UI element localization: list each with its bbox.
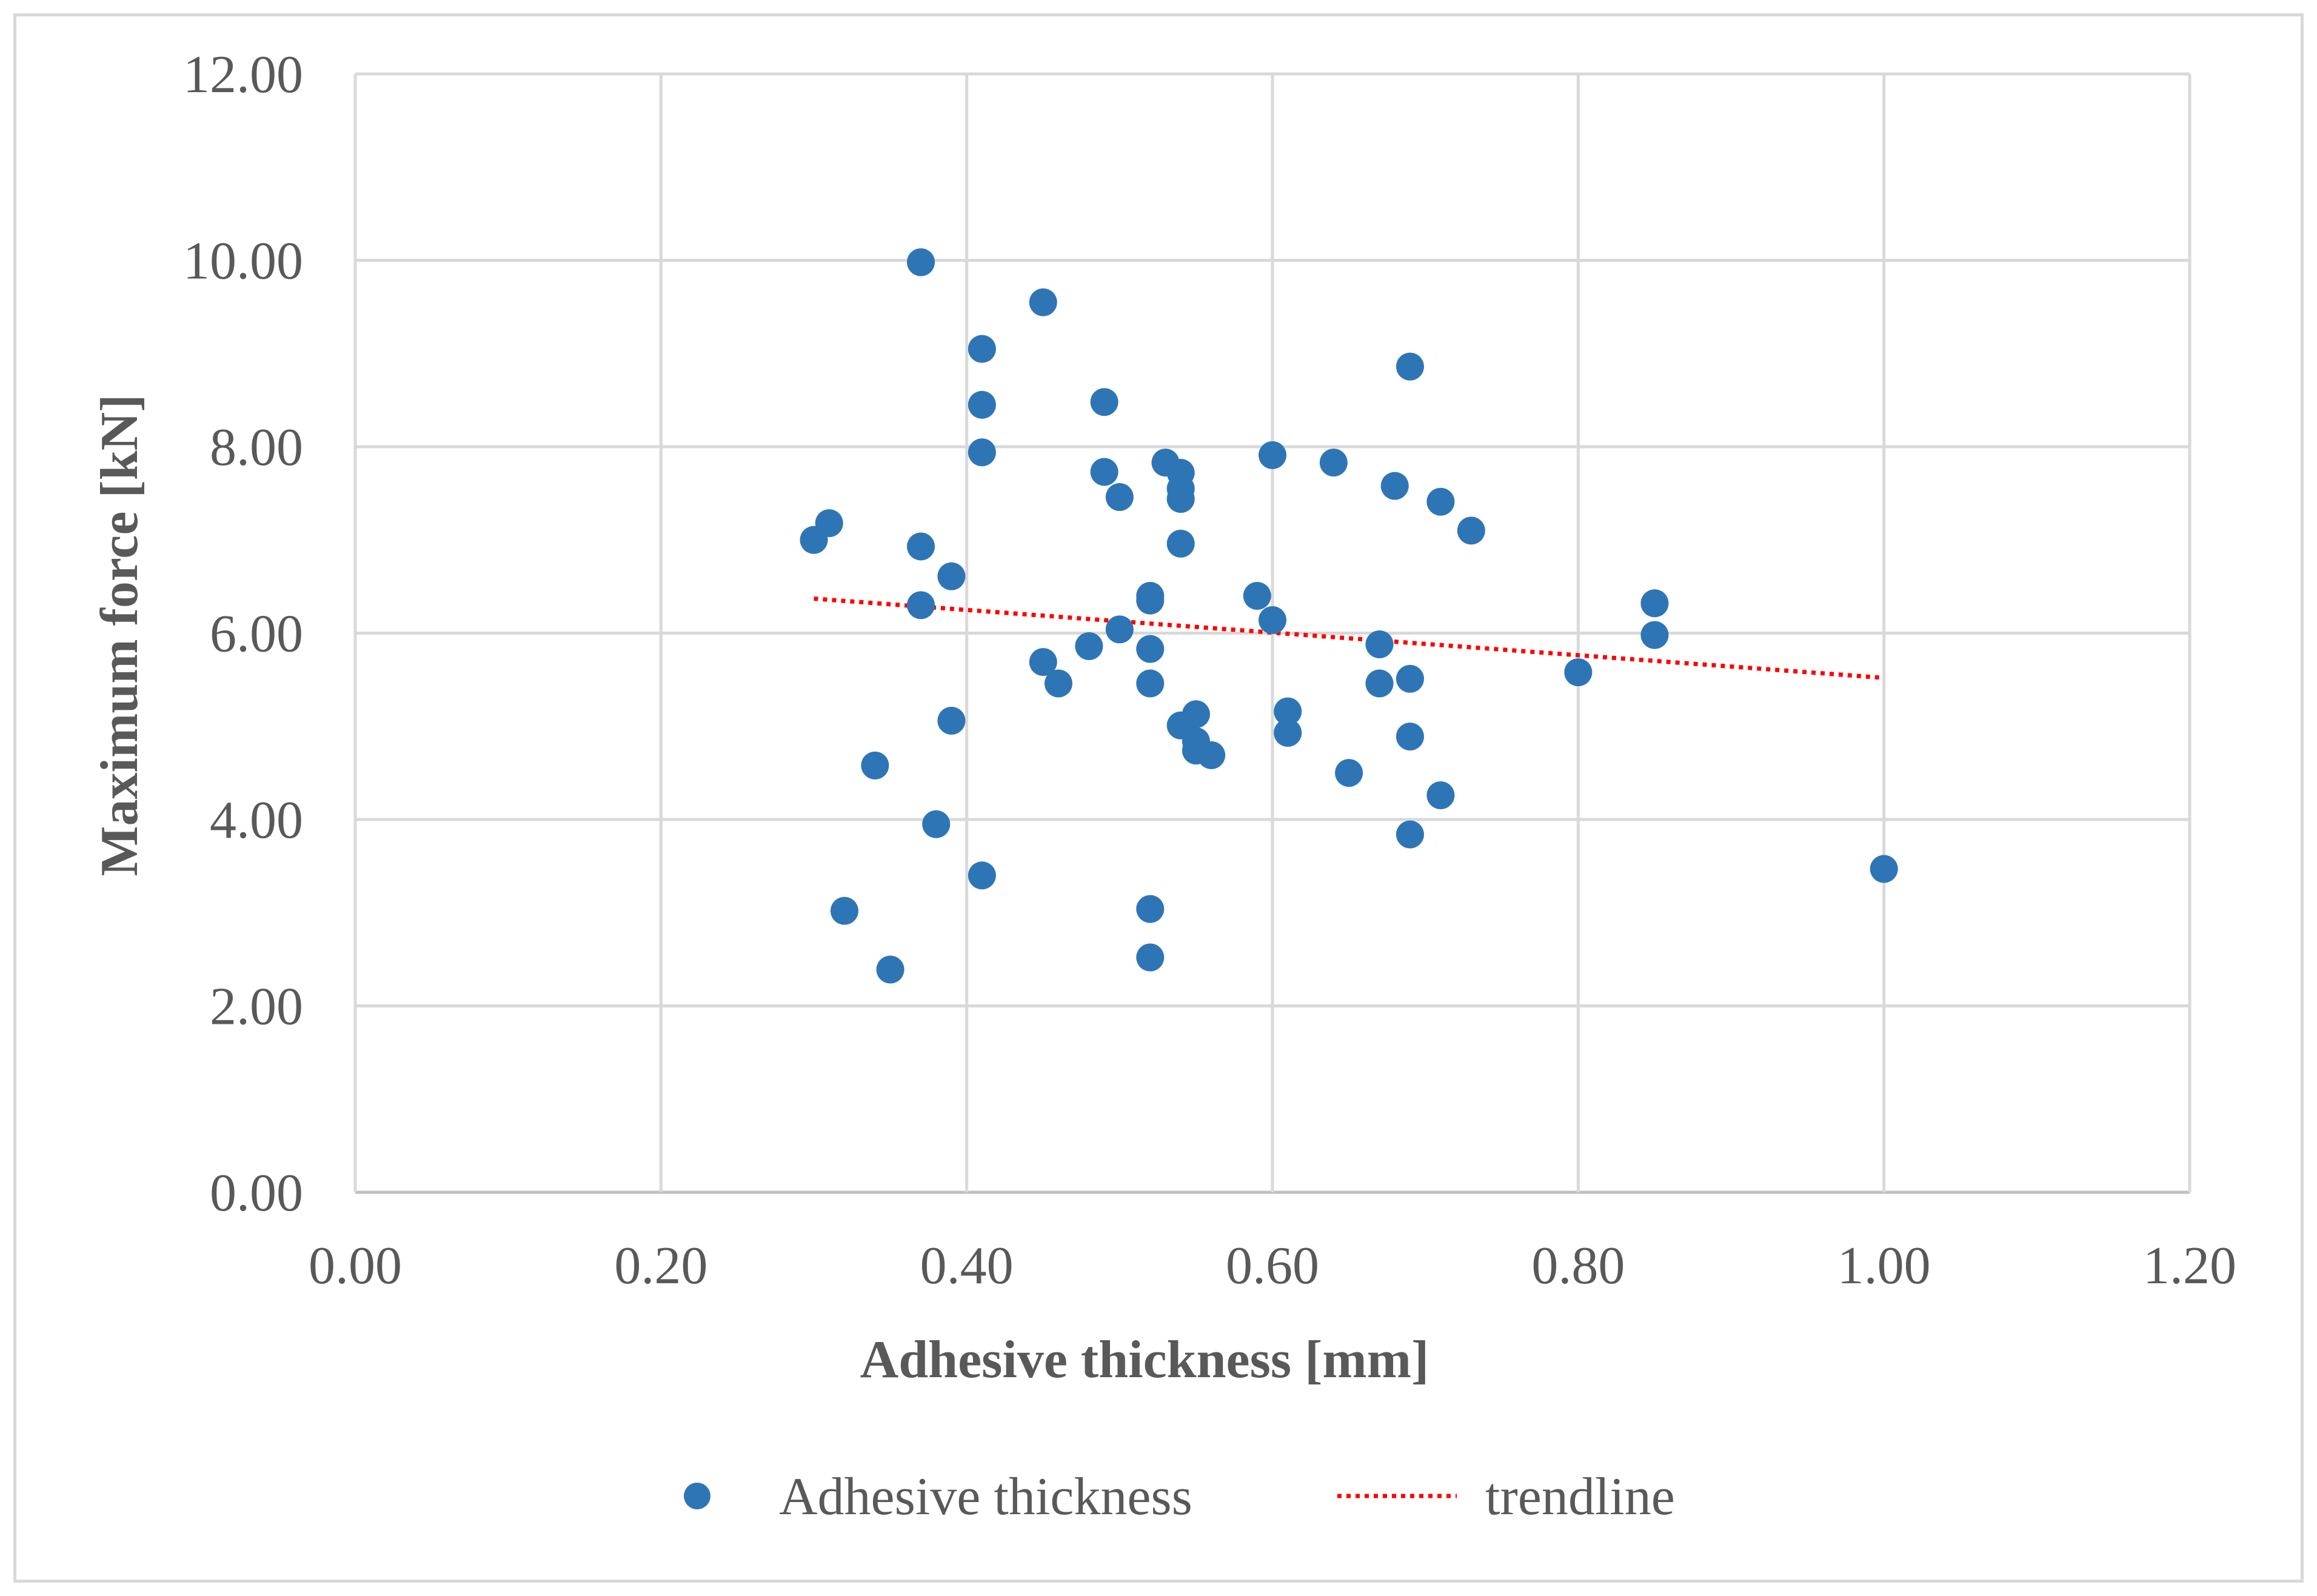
data-point <box>1090 388 1118 416</box>
data-point <box>1197 741 1226 769</box>
data-point <box>1365 669 1394 698</box>
data-point <box>922 810 951 838</box>
data-point <box>968 438 996 467</box>
data-point <box>1029 288 1057 316</box>
gridlines <box>353 72 2192 1194</box>
data-point <box>1090 458 1118 486</box>
x-tick-label: 1.20 <box>2143 1237 2236 1295</box>
data-point <box>1243 582 1271 610</box>
y-tick-label: 2.00 <box>210 978 303 1037</box>
x-tick-label: 0.60 <box>1226 1237 1319 1295</box>
data-point <box>1564 658 1593 687</box>
data-point <box>968 390 996 419</box>
x-tick-labels: 0.00 0.20 0.40 0.60 0.80 1.00 1.20 <box>309 1237 2236 1295</box>
data-point <box>1365 630 1394 658</box>
data-point <box>1396 352 1424 381</box>
data-point <box>876 955 904 984</box>
x-tick-label: 0.00 <box>309 1237 402 1295</box>
data-point <box>1426 781 1455 810</box>
legend-label-points: Adhesive thickness <box>779 1467 1192 1526</box>
data-point <box>1105 483 1134 512</box>
y-tick-label: 6.00 <box>210 605 303 664</box>
y-tick-label: 8.00 <box>210 418 303 477</box>
x-tick-label: 1.00 <box>1837 1237 1931 1295</box>
y-tick-label: 4.00 <box>210 791 303 850</box>
y-axis-title: Maximum force [kN] <box>90 394 149 876</box>
data-point <box>1259 606 1286 634</box>
data-point <box>1259 441 1286 469</box>
data-point <box>815 509 843 538</box>
trendline <box>814 596 1884 680</box>
data-point <box>1426 487 1455 516</box>
y-tick-label: 0.00 <box>210 1164 303 1223</box>
data-point <box>1044 669 1072 698</box>
data-point <box>1380 472 1409 500</box>
data-point <box>1870 855 1898 883</box>
data-point <box>1274 697 1302 726</box>
data-point <box>1396 820 1424 849</box>
data-point <box>1136 895 1165 923</box>
y-tick-labels: 0.00 2.00 4.00 6.00 8.00 10.00 12.00 <box>183 45 303 1223</box>
data-point <box>1136 669 1165 698</box>
data-point <box>1105 615 1134 644</box>
x-tick-label: 0.80 <box>1531 1237 1625 1295</box>
x-axis-title: Adhesive thickness [mm] <box>860 1331 1429 1389</box>
data-point <box>937 562 966 590</box>
data-point <box>968 335 996 363</box>
data-point <box>1136 582 1165 610</box>
data-point <box>1075 632 1103 661</box>
data-point <box>1136 943 1165 972</box>
data-point <box>1182 700 1210 729</box>
data-point <box>830 896 858 925</box>
data-point <box>1166 529 1195 558</box>
data-point <box>1335 759 1363 787</box>
x-tick-label: 0.20 <box>614 1237 707 1295</box>
data-point <box>861 751 889 780</box>
x-tick-label: 0.40 <box>920 1237 1014 1295</box>
legend: Adhesive thickness trendline <box>684 1467 1675 1526</box>
data-point <box>1136 635 1165 663</box>
data-point <box>1166 485 1195 513</box>
y-tick-label: 10.00 <box>183 232 303 291</box>
trendline-layer <box>814 596 1884 680</box>
data-point <box>1274 719 1302 747</box>
data-point <box>1029 648 1057 676</box>
data-point <box>968 861 996 890</box>
data-point <box>1396 664 1424 693</box>
chart-frame <box>13 13 2304 1583</box>
data-point <box>1396 723 1424 751</box>
y-tick-label: 12.00 <box>183 45 303 104</box>
data-point <box>1319 449 1348 477</box>
data-points <box>800 248 1898 984</box>
data-point <box>907 248 935 276</box>
legend-label-trendline: trendline <box>1485 1467 1675 1526</box>
data-point <box>1457 516 1485 545</box>
data-point <box>907 591 935 619</box>
data-point <box>1640 621 1669 649</box>
data-point <box>937 707 966 735</box>
data-point <box>1640 589 1669 618</box>
data-point <box>907 532 935 561</box>
legend-marker-points <box>684 1483 710 1509</box>
